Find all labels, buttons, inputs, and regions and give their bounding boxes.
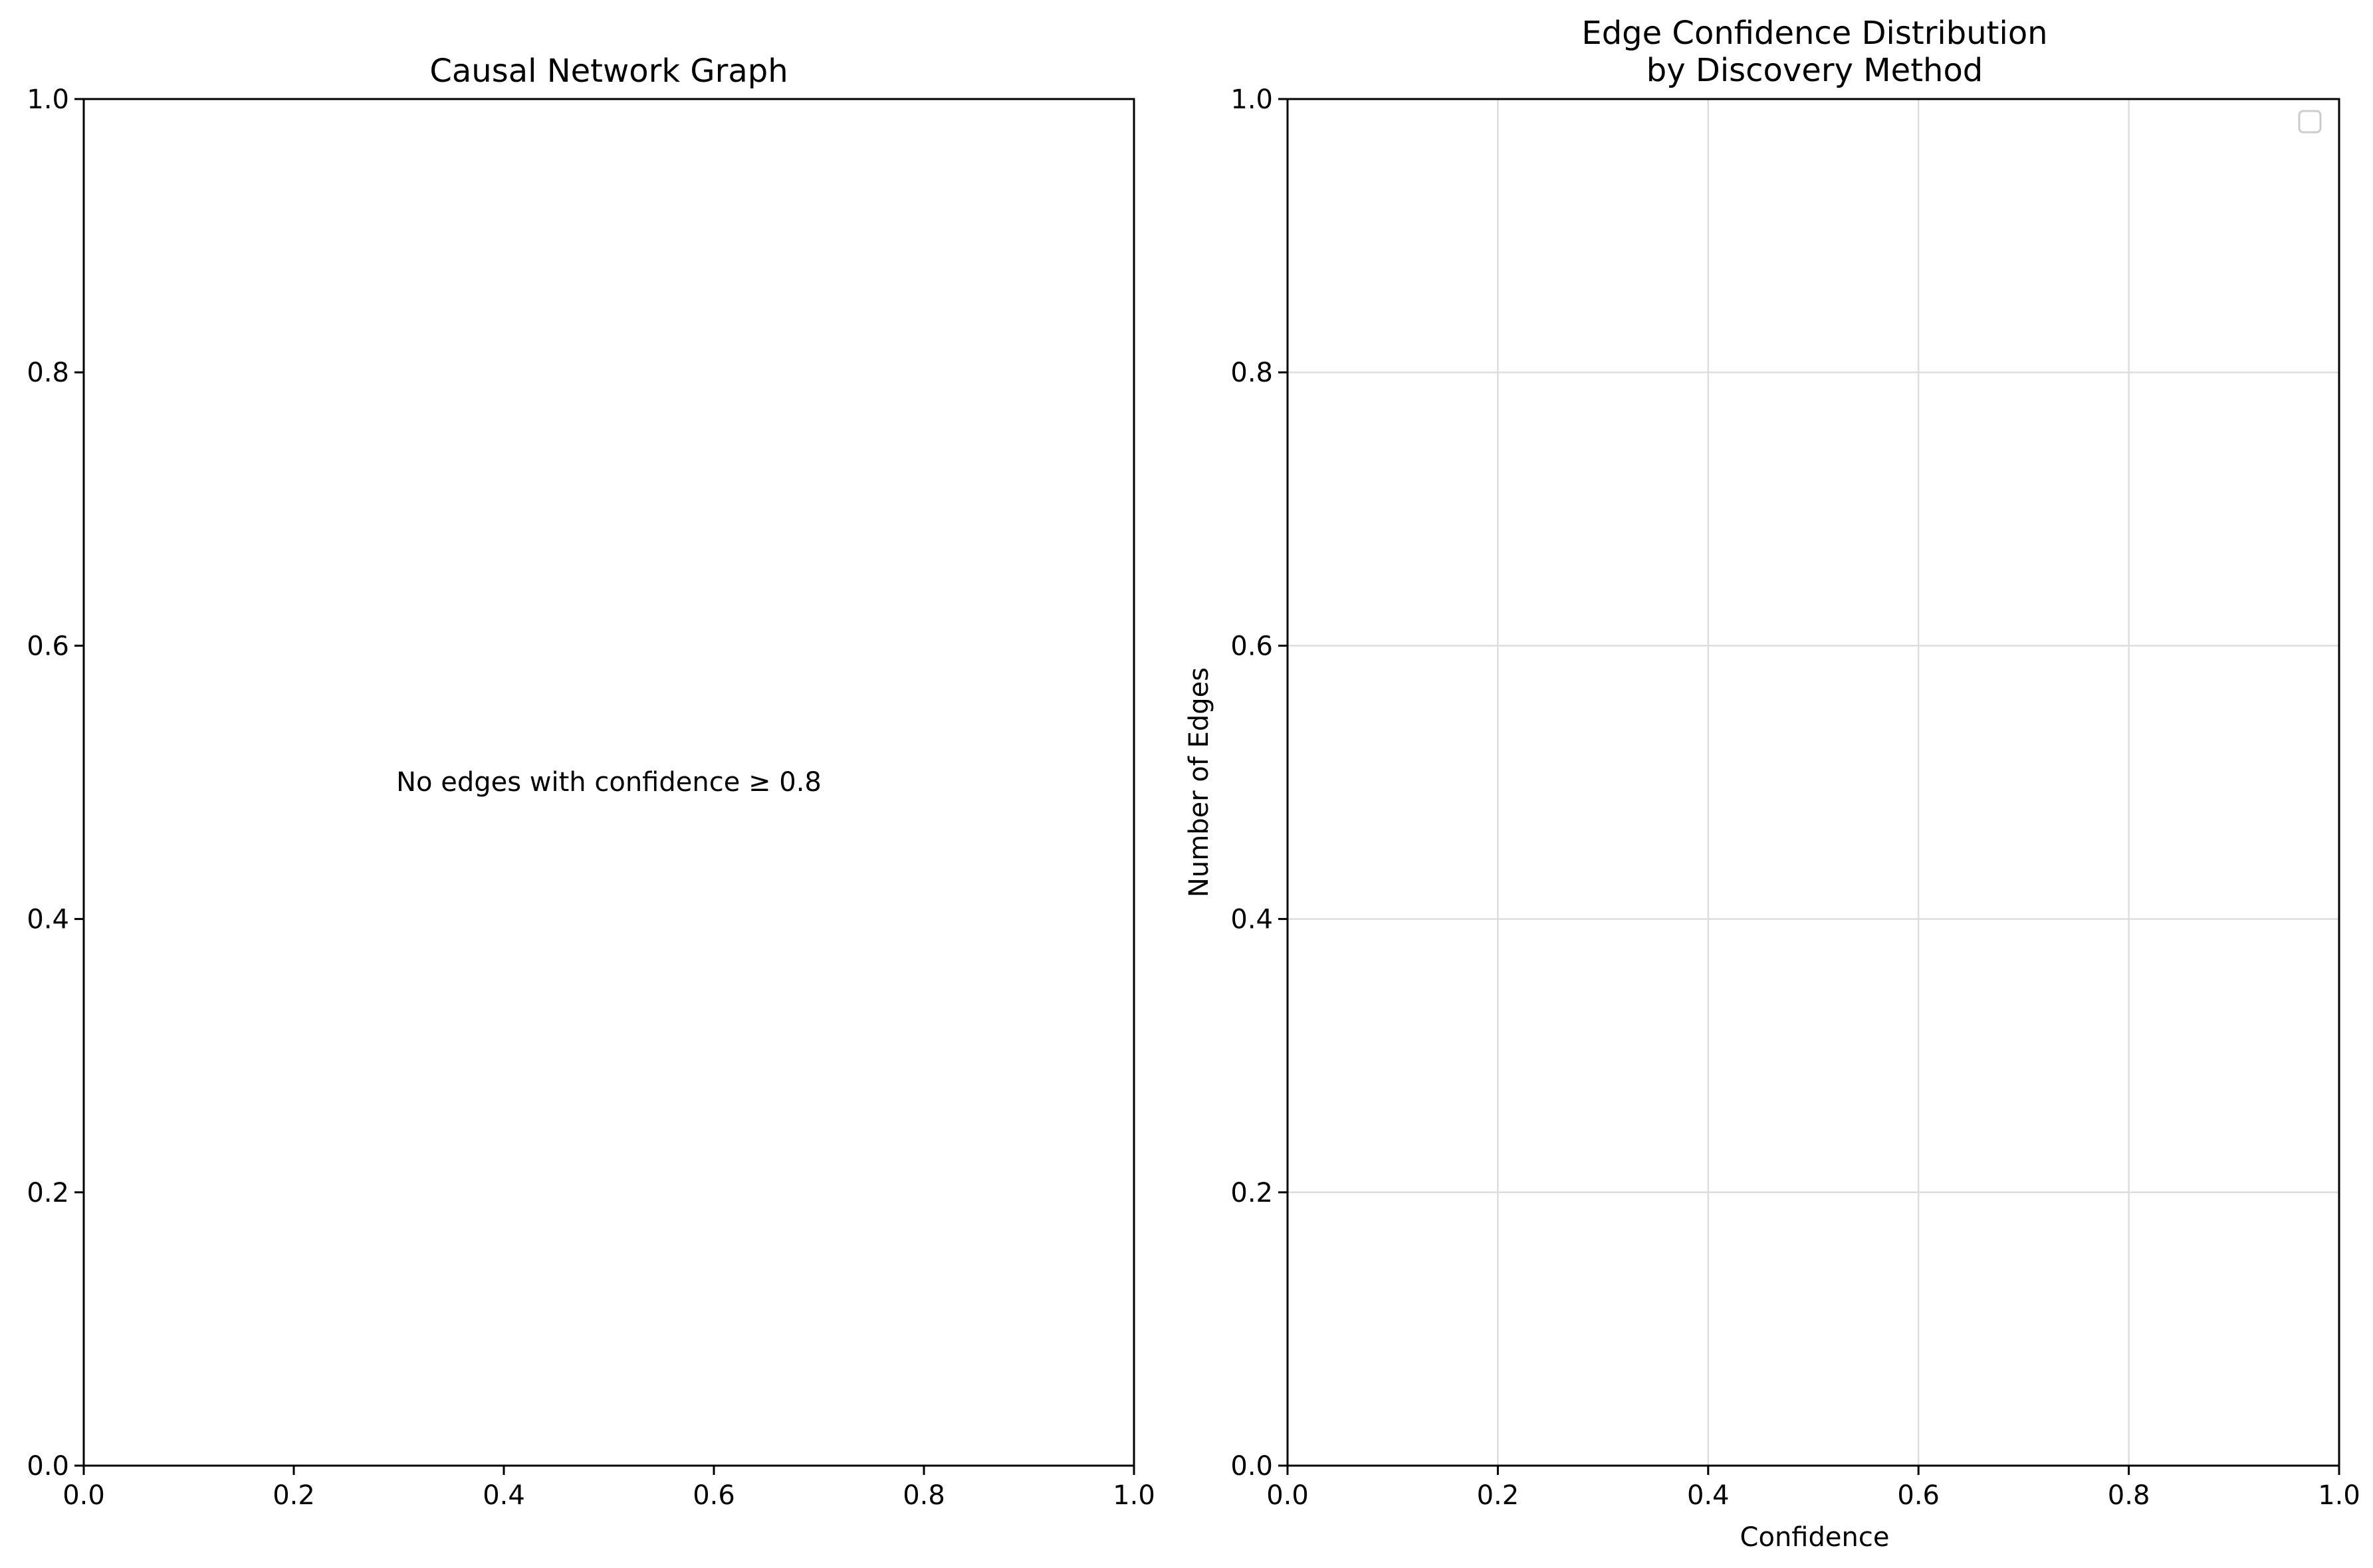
left-x-tick-label: 0.2	[273, 1480, 315, 1511]
right-x-tick-label: 0.8	[2108, 1480, 2150, 1511]
right-x-tick-label: 0.2	[1477, 1480, 1520, 1511]
x-axis-label: Confidence	[1740, 1522, 1890, 1553]
confidence-distribution-panel: Edge Confidence Distribution by Discover…	[1184, 15, 2360, 1553]
right-y-tick-label: 0.2	[1230, 1178, 1273, 1208]
left-y-tick-label: 1.0	[27, 84, 69, 115]
right-x-tick-label: 0.4	[1687, 1480, 1730, 1511]
left-x-tick-label: 1.0	[1113, 1480, 1155, 1511]
left-y-tick-label: 0.8	[27, 358, 69, 388]
no-edges-annotation: No edges with confidence ≥ 0.8	[396, 767, 822, 798]
causal-network-panel: Causal Network Graph 0.0 0.2 0.4 0.6 0.8 1.00…	[27, 53, 1155, 1511]
right-y-tick-label: 0.6	[1230, 631, 1273, 661]
legend-box	[2298, 110, 2322, 134]
left-y-tick-label: 0.4	[27, 905, 69, 935]
left-y-tick-label: 0.6	[27, 631, 69, 661]
left-x-tick-label: 0.8	[903, 1480, 945, 1511]
left-x-tick-label: 0.0	[62, 1480, 105, 1511]
right-chart-title-line-2: by Discovery Method	[1646, 52, 1983, 89]
right-y-tick-label: 0.4	[1230, 905, 1273, 935]
right-ticks: 0.0 0.2 0.4 0.6 0.8 1.0 0.0 0.2 0.4 0.6 0.8 1.0	[1230, 84, 2360, 1511]
right-x-tick-label: 1.0	[2318, 1480, 2360, 1511]
left-y-tick-label: 0.0	[27, 1451, 69, 1482]
right-chart-title-line-1: Edge Confidence Distribution	[1581, 15, 2047, 52]
left-chart-title: Causal Network Graph	[429, 53, 788, 90]
left-y-tick-label: 0.2	[27, 1178, 69, 1208]
y-axis-label: Number of Edges	[1184, 667, 1214, 897]
right-axes-frame	[1286, 98, 2340, 1467]
right-y-tick-label: 0.0	[1230, 1451, 1273, 1482]
right-x-tick-label: 0.6	[1897, 1480, 1940, 1511]
left-x-tick-label: 0.4	[483, 1480, 525, 1511]
left-ticks: 0.0 0.2 0.4 0.6 0.8 1.0 0.0 0.2 0.4 0.6 0.8 1.0	[27, 84, 1155, 1511]
right-x-tick-label: 0.0	[1266, 1480, 1309, 1511]
right-y-tick-label: 0.8	[1230, 358, 1273, 388]
left-axes-frame	[82, 98, 1135, 1467]
left-x-tick-label: 0.6	[693, 1480, 735, 1511]
right-y-tick-label: 1.0	[1230, 84, 1273, 115]
